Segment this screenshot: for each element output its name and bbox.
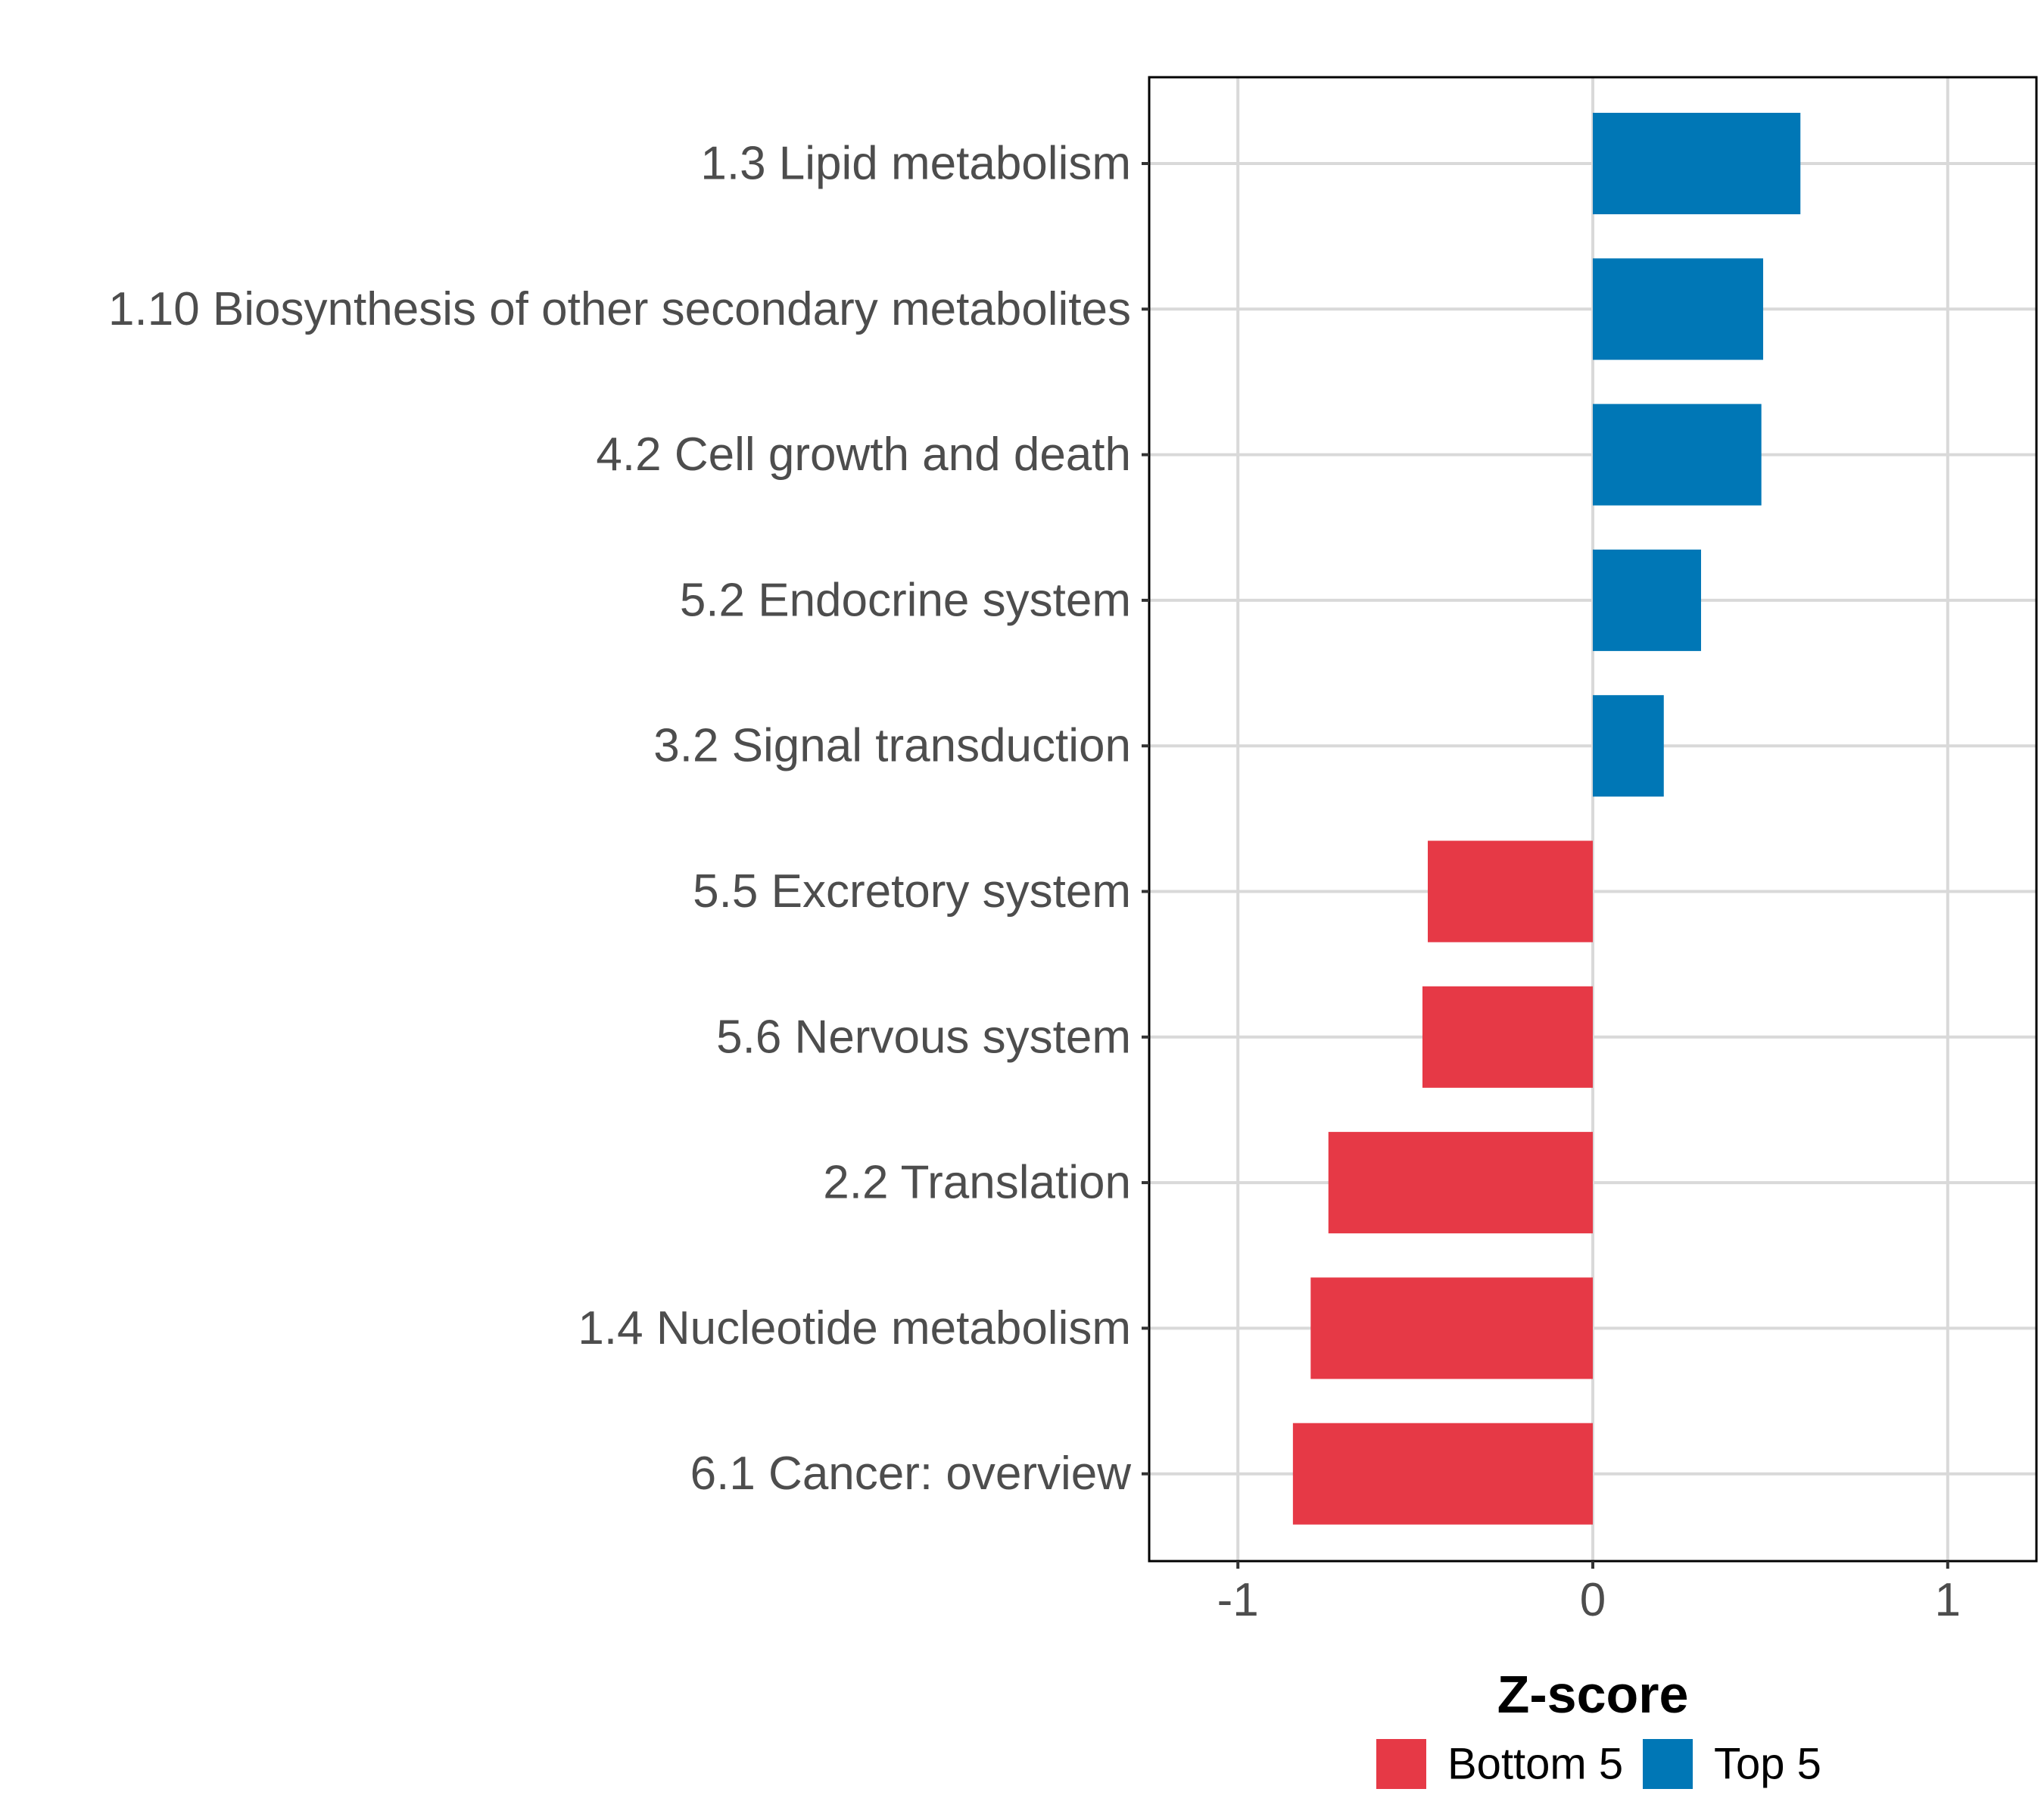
category-label-1: 1.3 Lipid metabolism [700, 138, 1131, 190]
category-label-9: 1.4 Nucleotide metabolism [578, 1302, 1131, 1354]
y-axis-ticks [1142, 162, 1149, 1476]
category-label-5: 3.2 Signal transduction [653, 720, 1131, 772]
category-label-10: 6.1 Cancer: overview [690, 1448, 1132, 1500]
bar-7 [1422, 986, 1593, 1088]
x-tick-label-2: 1 [1935, 1574, 1961, 1626]
legend-swatch-bottom-5 [1376, 1739, 1426, 1789]
legend-label-top-5: Top 5 [1714, 1740, 1821, 1789]
x-axis-ticks: -1 0 1 [1217, 1561, 1961, 1626]
bars [1292, 113, 1801, 1525]
bar-1 [1593, 113, 1801, 214]
category-label-8: 2.2 Translation [823, 1157, 1131, 1209]
bar-4 [1593, 549, 1701, 651]
category-label-6: 5.5 Excretory system [693, 865, 1131, 918]
bar-8 [1328, 1132, 1593, 1234]
legend-swatch-top-5 [1643, 1739, 1693, 1789]
y-axis-category-labels: 1.3 Lipid metabolism 1.10 Biosynthesis of… [108, 138, 1131, 1501]
category-label-4: 5.2 Endocrine system [680, 574, 1131, 626]
category-label-7: 5.6 Nervous system [716, 1011, 1131, 1063]
x-tick-label-1: 0 [1580, 1574, 1606, 1626]
bar-2 [1593, 258, 1764, 360]
bar-3 [1593, 404, 1762, 506]
bar-5 [1593, 695, 1664, 797]
bar-10 [1292, 1423, 1593, 1525]
legend: Bottom 5 Top 5 [1376, 1739, 1821, 1789]
x-axis-title: Z-score [1497, 1665, 1689, 1724]
bar-9 [1310, 1277, 1593, 1379]
x-tick-label-0: -1 [1217, 1574, 1259, 1626]
category-label-2: 1.10 Biosynthesis of other secondary met… [108, 283, 1131, 335]
legend-label-bottom-5: Bottom 5 [1447, 1740, 1623, 1789]
category-label-3: 4.2 Cell growth and death [596, 429, 1131, 481]
bar-6 [1428, 840, 1593, 943]
